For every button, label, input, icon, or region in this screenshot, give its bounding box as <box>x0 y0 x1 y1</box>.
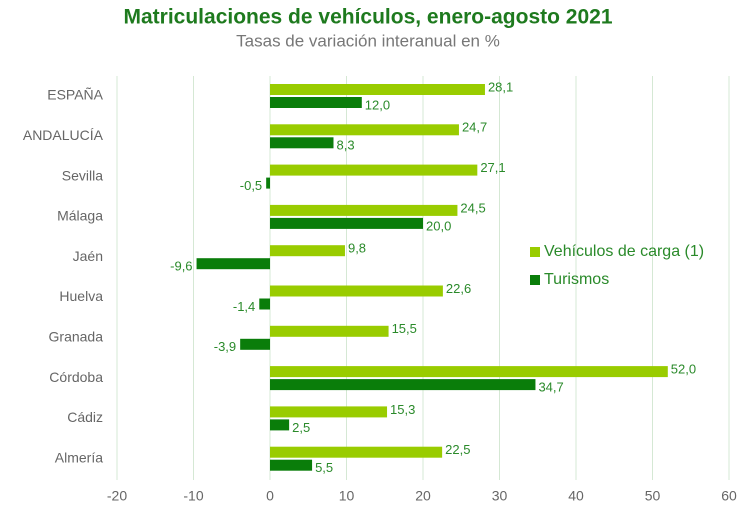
value-label: 9,8 <box>348 241 366 256</box>
y-tick-label: Almería <box>55 449 103 465</box>
x-tick-label: 50 <box>645 488 661 504</box>
x-tick-label: 40 <box>568 488 584 504</box>
bar <box>270 446 443 458</box>
bar <box>270 137 334 149</box>
bar <box>270 84 485 95</box>
value-label: 27,1 <box>480 160 505 175</box>
chart-title: Matriculaciones de vehículos, enero-agos… <box>124 6 613 29</box>
bar <box>270 217 423 229</box>
value-label: 28,1 <box>488 79 513 94</box>
y-tick-label: Granada <box>49 329 104 345</box>
x-tick-label: -20 <box>107 488 127 504</box>
y-tick-label: Sevilla <box>62 167 103 183</box>
y-tick-label: Huelva <box>59 288 103 304</box>
value-label: 12,0 <box>365 97 390 112</box>
bar <box>270 419 290 431</box>
bar <box>196 258 270 270</box>
x-tick-label: 60 <box>721 488 737 504</box>
legend-swatch <box>530 275 540 285</box>
bar <box>270 325 389 337</box>
value-label: 52,0 <box>671 362 696 377</box>
bar <box>270 285 443 297</box>
bar <box>259 298 270 310</box>
value-label: 15,5 <box>392 321 417 336</box>
value-label: 8,3 <box>336 138 354 153</box>
y-tick-label: Cádiz <box>67 409 103 425</box>
value-label: -3,9 <box>214 339 236 354</box>
value-label: 22,6 <box>446 281 471 296</box>
value-label: 24,5 <box>460 200 485 215</box>
y-tick-label: Jaén <box>73 248 103 264</box>
x-tick-label: 10 <box>339 488 355 504</box>
bar <box>270 406 388 418</box>
legend-swatch <box>530 247 540 257</box>
y-tick-label: ANDALUCÍA <box>23 127 104 143</box>
bar <box>270 459 313 471</box>
bar <box>270 124 459 136</box>
value-label: -0,5 <box>240 178 262 193</box>
bar <box>270 97 362 108</box>
bar <box>270 164 478 176</box>
value-label: 24,7 <box>462 120 487 135</box>
y-tick-label: ESPAÑA <box>47 87 103 103</box>
value-label: 22,5 <box>445 442 470 457</box>
bar <box>270 204 458 216</box>
bar <box>266 177 270 189</box>
legend-label: Vehículos de carga (1) <box>544 243 704 260</box>
bar <box>270 366 668 378</box>
legend-label: Turismos <box>544 271 609 288</box>
value-label: 34,7 <box>538 380 563 395</box>
value-label: -1,4 <box>233 299 255 314</box>
y-tick-label: Córdoba <box>49 369 103 385</box>
value-label: 2,5 <box>292 420 310 435</box>
bar <box>270 245 345 257</box>
y-tick-label: Málaga <box>57 208 103 224</box>
x-tick-label: 0 <box>266 488 274 504</box>
bar <box>270 379 536 391</box>
x-tick-label: 30 <box>492 488 508 504</box>
bar <box>240 338 270 350</box>
chart-subtitle: Tasas de variación interanual en % <box>236 31 500 50</box>
value-label: -9,6 <box>170 259 192 274</box>
x-tick-label: -10 <box>183 488 203 504</box>
value-label: 15,3 <box>390 402 415 417</box>
value-label: 5,5 <box>315 460 333 475</box>
x-tick-label: 20 <box>415 488 431 504</box>
value-label: 20,0 <box>426 218 451 233</box>
